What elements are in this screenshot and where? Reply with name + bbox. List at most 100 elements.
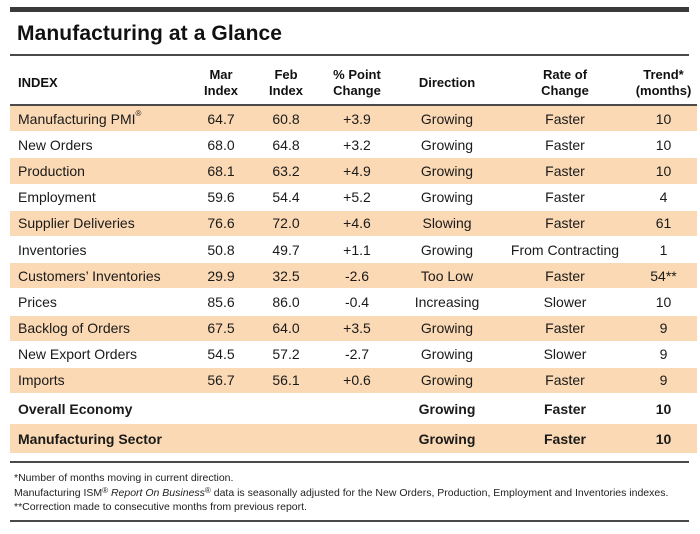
index-name: Inventories bbox=[10, 236, 190, 264]
col-header-mar-line1: Mar bbox=[209, 67, 233, 82]
feb-value-empty bbox=[252, 393, 320, 425]
mar-value-empty bbox=[190, 423, 252, 455]
footnote-seasonal: Manufacturing ISM® Report On Business® d… bbox=[14, 486, 668, 501]
change-value: +3.5 bbox=[320, 315, 394, 342]
col-header-mar-line2: Index bbox=[204, 83, 238, 98]
index-name: Imports bbox=[10, 367, 190, 395]
summary-row-manufacturing-sector: Manufacturing Sector Growing Faster 10 bbox=[10, 423, 697, 455]
rate-value: Faster bbox=[500, 184, 630, 211]
feb-value: 64.0 bbox=[252, 315, 320, 342]
trend-value: 1 bbox=[630, 236, 697, 264]
index-name-text: Manufacturing PMI bbox=[18, 110, 136, 127]
mar-value: 54.5 bbox=[190, 341, 252, 368]
summary-name: Overall Economy bbox=[10, 393, 190, 425]
mar-value: 64.7 bbox=[190, 105, 252, 133]
change-value: +5.2 bbox=[320, 184, 394, 211]
feb-value: 32.5 bbox=[252, 262, 320, 290]
rate-value: Faster bbox=[500, 157, 630, 185]
col-header-feb: Feb Index bbox=[252, 62, 320, 106]
footnote-seasonal-c: data is seasonally adjusted for the New … bbox=[210, 486, 669, 499]
col-header-trend: Trend* (months) bbox=[630, 62, 697, 106]
top-rule bbox=[10, 7, 689, 12]
footnote-trend: *Number of months moving in current dire… bbox=[14, 472, 234, 484]
direction-value: Growing bbox=[394, 105, 500, 133]
col-header-mar: Mar Index bbox=[190, 62, 252, 106]
mar-value: 67.5 bbox=[190, 315, 252, 342]
change-value-empty bbox=[320, 423, 394, 455]
table-row: Backlog of Orders 67.5 64.0 +3.5 Growing… bbox=[10, 315, 697, 342]
col-header-change-line1: % Point bbox=[333, 67, 381, 82]
table-row: Employment 59.6 54.4 +5.2 Growing Faster… bbox=[10, 184, 697, 211]
rate-value: Faster bbox=[500, 315, 630, 342]
feb-value-empty bbox=[252, 423, 320, 455]
registered-mark: ® bbox=[102, 485, 109, 495]
direction-value: Growing bbox=[394, 367, 500, 395]
feb-value: 60.8 bbox=[252, 105, 320, 133]
rate-value: Faster bbox=[500, 131, 630, 159]
change-value-empty bbox=[320, 393, 394, 425]
table-row: Supplier Deliveries 76.6 72.0 +4.6 Slowi… bbox=[10, 210, 697, 237]
trend-value: 10 bbox=[630, 105, 697, 133]
mar-value: 76.6 bbox=[190, 210, 252, 237]
col-header-feb-line2: Index bbox=[269, 83, 303, 98]
footnote-correction: **Correction made to consecutive months … bbox=[14, 501, 307, 513]
direction-value: Growing bbox=[394, 341, 500, 368]
col-header-rate-line2: Change bbox=[541, 83, 589, 98]
direction-value: Growing bbox=[394, 423, 500, 455]
rate-value: Slower bbox=[500, 288, 630, 316]
index-name: Production bbox=[10, 157, 190, 185]
change-value: -2.7 bbox=[320, 341, 394, 368]
direction-value: Increasing bbox=[394, 288, 500, 316]
feb-value: 86.0 bbox=[252, 288, 320, 316]
table-row: New Orders 68.0 64.8 +3.2 Growing Faster… bbox=[10, 131, 697, 159]
direction-value: Growing bbox=[394, 157, 500, 185]
table-row: Inventories 50.8 49.7 +1.1 Growing From … bbox=[10, 236, 697, 264]
col-header-index: INDEX bbox=[10, 62, 190, 106]
mar-value: 50.8 bbox=[190, 236, 252, 264]
index-name: Prices bbox=[10, 288, 190, 316]
rate-value: Slower bbox=[500, 341, 630, 368]
change-value: +4.9 bbox=[320, 157, 394, 185]
index-name: Customers’ Inventories bbox=[10, 262, 190, 290]
page-bottom-rule bbox=[10, 520, 689, 522]
col-header-direction: Direction bbox=[394, 62, 500, 106]
page-title: Manufacturing at a Glance bbox=[17, 22, 283, 45]
registered-mark: ® bbox=[135, 108, 142, 118]
direction-value: Too Low bbox=[394, 262, 500, 290]
rate-value: Faster bbox=[500, 393, 630, 425]
trend-value: 4 bbox=[630, 184, 697, 211]
mar-value: 56.7 bbox=[190, 367, 252, 395]
col-header-change: % Point Change bbox=[320, 62, 394, 106]
feb-value: 54.4 bbox=[252, 184, 320, 211]
col-header-rate-line1: Rate of bbox=[542, 67, 588, 82]
rate-value: Faster bbox=[500, 423, 630, 455]
rate-value: Faster bbox=[500, 367, 630, 395]
mar-value: 29.9 bbox=[190, 262, 252, 290]
direction-value: Growing bbox=[394, 131, 500, 159]
mar-value-empty bbox=[190, 393, 252, 425]
trend-value: 10 bbox=[630, 423, 697, 455]
index-name: Supplier Deliveries bbox=[10, 210, 190, 237]
index-name: New Orders bbox=[10, 131, 190, 159]
index-name: New Export Orders bbox=[10, 341, 190, 368]
trend-value: 9 bbox=[630, 315, 697, 342]
rate-value: Faster bbox=[500, 105, 630, 133]
change-value: -2.6 bbox=[320, 262, 394, 290]
direction-value: Slowing bbox=[394, 210, 500, 237]
index-name: Employment bbox=[10, 184, 190, 211]
change-value: +4.6 bbox=[320, 210, 394, 237]
rate-value: From Contracting bbox=[500, 236, 630, 264]
feb-value: 64.8 bbox=[252, 131, 320, 159]
index-name: Backlog of Orders bbox=[10, 315, 190, 342]
trend-value: 10 bbox=[630, 157, 697, 185]
mar-value: 59.6 bbox=[190, 184, 252, 211]
registered-mark: ® bbox=[204, 485, 211, 495]
table-row: Prices 85.6 86.0 -0.4 Increasing Slower … bbox=[10, 288, 697, 316]
table-row: Manufacturing PMI® 64.7 60.8 +3.9 Growin… bbox=[10, 105, 697, 133]
change-value: +1.1 bbox=[320, 236, 394, 264]
change-value: +3.9 bbox=[320, 105, 394, 133]
mar-value: 85.6 bbox=[190, 288, 252, 316]
rate-value: Faster bbox=[500, 262, 630, 290]
direction-value: Growing bbox=[394, 393, 500, 425]
mar-value: 68.1 bbox=[190, 157, 252, 185]
